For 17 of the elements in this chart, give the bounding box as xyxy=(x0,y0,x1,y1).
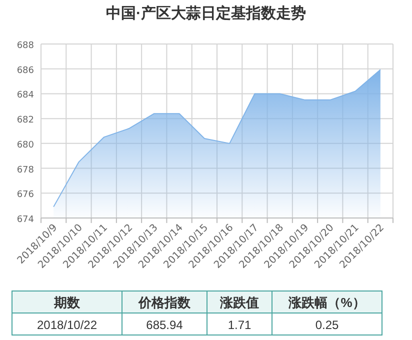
y-tick-label: 682 xyxy=(16,116,34,126)
y-tick-label: 686 xyxy=(16,66,34,76)
y-tick-label: 674 xyxy=(16,215,34,225)
text: 1.71 xyxy=(228,318,252,332)
y-tick-label: 684 xyxy=(16,90,34,101)
text: 期数 xyxy=(53,295,81,310)
y-tick-label: 680 xyxy=(16,140,34,150)
text: 涨跌幅（%） xyxy=(288,295,366,310)
chart-title: 中国·产区大蒜日定基指数走势 xyxy=(106,4,306,22)
y-tick-label: 688 xyxy=(16,41,34,51)
y-tick-label: 676 xyxy=(16,190,34,200)
text: 0.25 xyxy=(315,318,339,332)
text: 涨跌值 xyxy=(219,295,259,310)
text: 2018/10/22 xyxy=(36,318,98,332)
text: 685.94 xyxy=(146,318,184,332)
y-tick-label: 678 xyxy=(16,165,34,176)
text: 价格指数 xyxy=(138,295,192,310)
